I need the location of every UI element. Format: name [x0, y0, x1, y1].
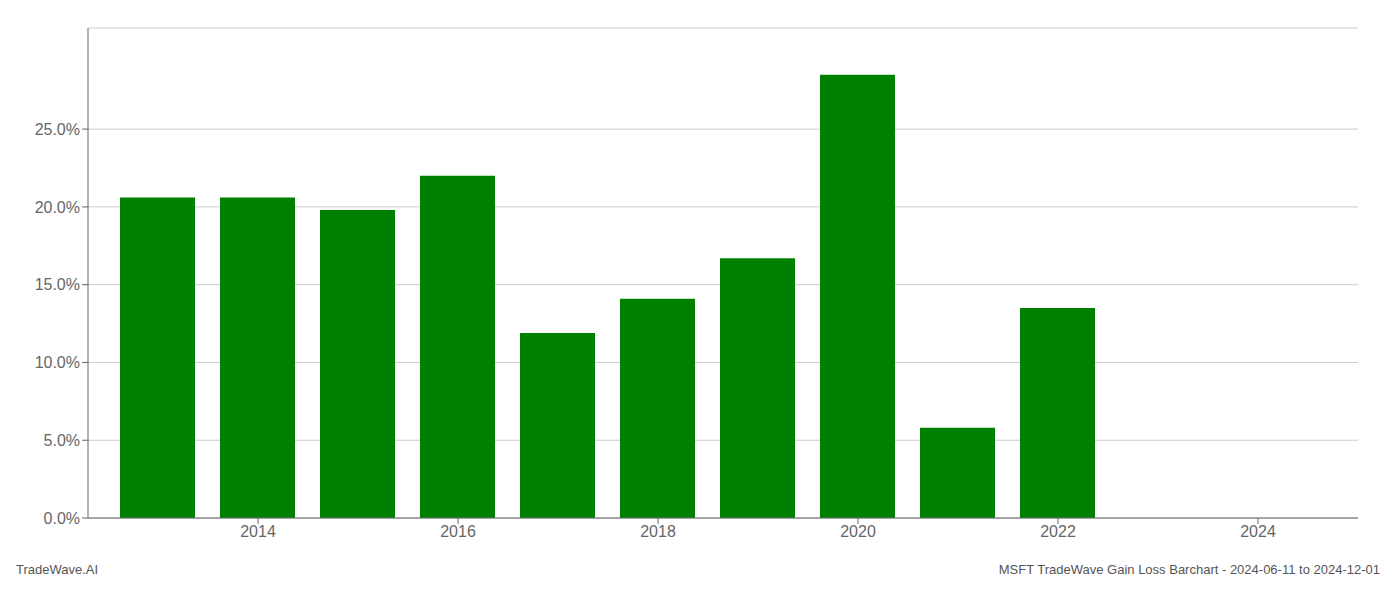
- svg-text:2018: 2018: [640, 523, 676, 540]
- svg-text:0.0%: 0.0%: [44, 510, 80, 527]
- svg-text:2022: 2022: [1040, 523, 1076, 540]
- html-text:TradeWave.AI: TradeWave.AI: [16, 562, 99, 577]
- svg-text:10.0%: 10.0%: [35, 354, 80, 371]
- svg-text:5.0%: 5.0%: [44, 432, 80, 449]
- svg-text:2014: 2014: [240, 523, 276, 540]
- svg-text:2016: 2016: [440, 523, 476, 540]
- html-text:MSFT TradeWave Gain Loss Barch: MSFT TradeWave Gain Loss Barchart - 2024…: [998, 562, 1380, 577]
- svg-text:2024: 2024: [1240, 523, 1276, 540]
- svg-text:2020: 2020: [840, 523, 876, 540]
- svg-text:25.0%: 25.0%: [35, 121, 80, 138]
- svg-text:20.0%: 20.0%: [35, 199, 80, 216]
- svg-text:15.0%: 15.0%: [35, 276, 80, 293]
